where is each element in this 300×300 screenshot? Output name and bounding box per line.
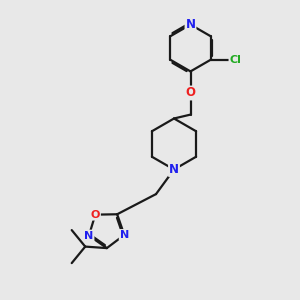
Text: O: O xyxy=(91,210,100,220)
Text: Cl: Cl xyxy=(230,55,241,65)
Text: N: N xyxy=(84,231,94,241)
Text: O: O xyxy=(185,86,196,100)
Text: N: N xyxy=(169,163,179,176)
Text: N: N xyxy=(185,18,196,31)
Text: N: N xyxy=(120,230,129,240)
